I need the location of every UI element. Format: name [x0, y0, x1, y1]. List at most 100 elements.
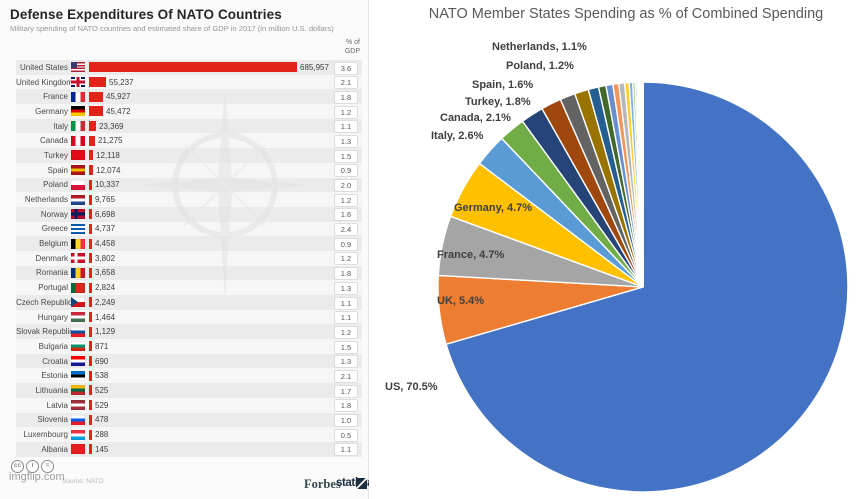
bar-row: Canada 21,275 1.3	[16, 133, 362, 149]
value-bar	[89, 414, 92, 425]
gdp-badge: 1.1	[334, 296, 358, 310]
left-chart-subtitle: Military spending of NATO countries and …	[10, 24, 334, 33]
bar-row: United Kingdom 55,237 2.1	[16, 74, 362, 90]
value-label: 45,927	[106, 92, 131, 102]
bar-row: Bulgaria 871 1.5	[16, 339, 362, 354]
value-bar	[89, 106, 103, 117]
country-label: Croatia	[42, 356, 68, 366]
statista-logo-icon	[356, 478, 367, 489]
country-label: Albania	[41, 444, 68, 454]
gdp-badge: 0.9	[334, 164, 358, 178]
country-flag-icon	[71, 209, 85, 220]
pie-chart-title: NATO Member States Spending as % of Comb…	[428, 6, 824, 22]
bar-row: Slovak Republic 1,129 1.2	[16, 324, 362, 340]
gdp-badge: 2.0	[334, 179, 358, 192]
country-label: Czech Republic	[16, 297, 73, 307]
country-flag-icon	[71, 238, 85, 249]
gdp-badge: 0.5	[334, 428, 358, 442]
value-label: 288	[95, 430, 109, 440]
gdp-column-header: % of GDP	[344, 39, 360, 55]
value-bar	[89, 356, 92, 367]
us-flag-canton	[71, 62, 78, 68]
value-bar	[89, 77, 106, 88]
country-label: Canada	[39, 136, 68, 146]
bar-row: Belgium 4,458 0.9	[16, 236, 362, 251]
gdp-badge: 1.1	[334, 311, 358, 325]
bar-row: Spain 12,074 0.9	[16, 162, 362, 178]
value-bar	[89, 341, 92, 352]
country-flag-icon	[71, 91, 85, 102]
bar-row: Portugal 2,824 1.3	[16, 280, 362, 295]
country-flag-icon	[71, 429, 85, 440]
gdp-badge: 1.3	[334, 134, 358, 148]
pie-label-uk: UK, 5.4%	[437, 295, 485, 307]
country-flag-icon	[71, 253, 85, 264]
value-label: 690	[95, 356, 109, 366]
gdp-badge: 2.1	[334, 369, 358, 383]
value-label: 2,249	[95, 297, 116, 307]
value-bar	[89, 312, 92, 323]
country-flag-icon	[71, 444, 85, 455]
value-label: 525	[95, 385, 109, 395]
value-label: 45,472	[106, 106, 131, 116]
gdp-badge: 1.5	[334, 149, 358, 163]
value-bar	[89, 209, 92, 220]
gdp-badge: 1.6	[334, 208, 358, 222]
gdp-badge: 3.6	[334, 61, 358, 75]
country-flag-icon	[71, 370, 85, 381]
bar-row: Poland 10,337 2.0	[16, 177, 362, 193]
bar-row: Lithuania 525 1.7	[16, 383, 362, 398]
bar-row: Turkey 12,118 1.5	[16, 148, 362, 163]
gdp-badge: 1.2	[334, 193, 358, 207]
pie-label-spain: Spain, 1.6%	[472, 79, 534, 91]
pie-label-poland: Poland, 1.2%	[506, 60, 574, 72]
bar-row: Italy 23,369 1.1	[16, 118, 362, 134]
value-bar	[89, 326, 92, 337]
country-label: Portugal	[38, 283, 68, 293]
bar-rows: United States 685,957 3.6 United Kingdom 55,…	[16, 60, 362, 457]
cc-license-icons: cc i =	[11, 460, 54, 473]
gdp-badge: 2.4	[334, 223, 358, 237]
left-chart-panel: Defense Expenditures Of NATO Countries M…	[0, 0, 373, 499]
share-alike-icon: =	[41, 460, 54, 473]
gdp-badge: 1.2	[334, 252, 358, 266]
country-flag-icon	[71, 341, 85, 352]
country-flag-icon	[71, 179, 85, 190]
country-flag-icon	[71, 267, 85, 278]
value-label: 21,275	[98, 136, 123, 146]
value-bar	[89, 150, 93, 161]
value-bar	[89, 253, 92, 264]
pie-slice-us	[445, 81, 849, 493]
bar-row: Slovenia 478 1.0	[16, 412, 362, 428]
country-flag-icon	[71, 385, 85, 396]
value-bar	[89, 429, 92, 440]
country-flag-icon	[71, 282, 85, 293]
bar-row: Hungary 1,464 1.1	[16, 309, 362, 325]
value-label: 685,957	[300, 62, 329, 72]
value-bar	[89, 165, 93, 176]
value-bar	[89, 385, 92, 396]
value-bar	[89, 267, 92, 278]
value-label: 12,074	[96, 165, 121, 175]
country-label: Estonia	[41, 371, 68, 381]
country-flag-icon	[71, 150, 85, 161]
value-bar	[89, 297, 92, 308]
value-label: 538	[95, 371, 109, 381]
attribution-icon: i	[26, 460, 39, 473]
value-label: 1,129	[95, 327, 116, 337]
value-bar	[89, 444, 92, 455]
pie-label-canada: Canada, 2.1%	[440, 112, 511, 124]
bar-row: Romania 3,658 1.8	[16, 265, 362, 281]
bar-row: Croatia 690 1.3	[16, 353, 362, 369]
value-label: 3,802	[95, 253, 116, 263]
value-label: 4,458	[95, 239, 116, 249]
country-flag-icon	[71, 194, 85, 205]
value-bar	[89, 91, 103, 102]
gdp-badge: 1.8	[334, 267, 358, 281]
bar-row: Greece 4,737 2.4	[16, 221, 362, 237]
gdp-badge: 1.3	[334, 355, 358, 369]
gdp-badge: 1.1	[334, 120, 358, 134]
pie-label-germany: Germany, 4.7%	[454, 202, 533, 214]
value-bar	[89, 194, 92, 205]
